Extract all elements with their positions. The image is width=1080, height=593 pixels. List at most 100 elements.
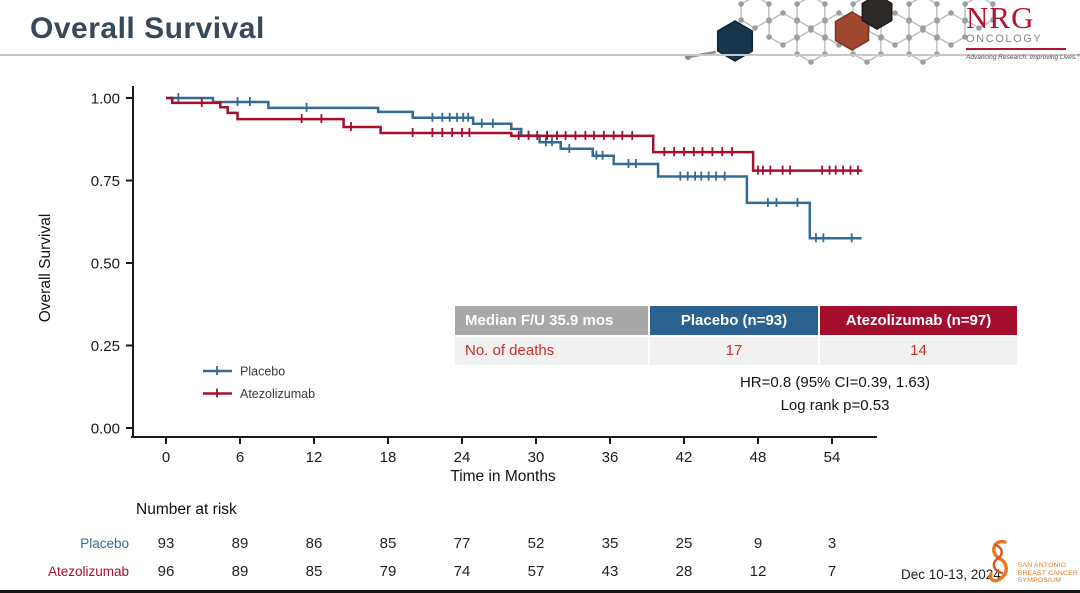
legend-label: Placebo (240, 365, 285, 379)
molecule-node (738, 1, 744, 7)
molecule-node (822, 35, 828, 41)
risk-value: 35 (602, 535, 619, 552)
y-tick-label: 0.00 (91, 421, 120, 438)
molecule-node (892, 10, 898, 16)
x-tick-label: 36 (602, 449, 619, 466)
molecule-node (948, 10, 954, 16)
hexagon-tile-blue (716, 20, 754, 62)
sabcs-line-1: SAN ANTONIO (1017, 562, 1067, 570)
risk-value: 74 (454, 563, 471, 580)
molecule-node (766, 1, 772, 7)
x-tick-label: 42 (676, 449, 693, 466)
molecule-node (780, 42, 786, 48)
y-tick-label: 0.25 (91, 338, 120, 355)
molecule-node (766, 18, 772, 24)
risk-value: 12 (750, 563, 767, 580)
survival-curve-atezolizumab (166, 96, 862, 172)
risk-value: 3 (828, 535, 836, 552)
hexagon-tile-dark (861, 0, 893, 30)
x-tick-label: 24 (454, 449, 471, 466)
molecule-node (962, 1, 968, 7)
stats-table: Median F/U 35.9 mos Placebo (n=93) Atezoli… (455, 306, 1017, 365)
risk-row-label: Atezolizumab (48, 564, 129, 579)
risk-value: 9 (754, 535, 762, 552)
molecule-node (864, 59, 870, 65)
risk-value: 79 (380, 563, 397, 580)
molecule-node (878, 35, 884, 41)
stats-row-label: No. of deaths (455, 337, 648, 365)
molecule-node (738, 17, 744, 23)
molecule-node (962, 34, 968, 40)
risk-value: 77 (454, 535, 471, 552)
y-tick-label: 0.75 (91, 173, 120, 190)
x-tick-label: 48 (750, 449, 767, 466)
molecule-node (906, 17, 912, 23)
molecule-node (752, 25, 758, 31)
molecule-node (850, 1, 856, 7)
logrank-text: Log rank p=0.53 (780, 396, 890, 414)
molecule-node (934, 35, 940, 41)
bottom-border (0, 590, 1080, 593)
risk-value: 7 (828, 563, 836, 580)
molecule-node (808, 27, 814, 33)
risk-value: 57 (528, 563, 545, 580)
risk-table-title: Number at risk (136, 501, 237, 518)
x-tick-label: 0 (162, 449, 170, 466)
x-tick-label: 6 (236, 449, 244, 466)
risk-value: 86 (306, 535, 323, 552)
x-axis-title: Time in Months (450, 468, 556, 485)
hazard-ratio-text: HR=0.8 (95% CI=0.39, 1.63) (739, 374, 931, 391)
y-axis-title: Overall Survival (37, 214, 54, 323)
molecule-node (990, 1, 996, 7)
title-divider (0, 54, 1080, 56)
molecule-node (920, 27, 926, 33)
molecule-node (808, 59, 814, 65)
molecule-node (920, 59, 926, 65)
molecule-node (794, 1, 800, 7)
date-label: Dec 10-13, 2024 (901, 567, 1001, 582)
risk-value: 85 (380, 535, 397, 552)
stats-header-cell: Placebo (n=93) (650, 306, 818, 335)
molecule-node (948, 42, 954, 48)
stats-value-cell: 17 (650, 337, 818, 365)
risk-value: 25 (676, 535, 693, 552)
x-tick-label: 54 (824, 449, 841, 466)
molecule-node (822, 18, 828, 24)
risk-value: 89 (232, 563, 249, 580)
molecule-node (794, 35, 800, 41)
molecule-node (906, 1, 912, 7)
risk-value: 96 (158, 563, 175, 580)
hr-annotation: HR=0.8 (95% CI=0.39, 1.63) Log rank p=0.… (650, 372, 1020, 417)
risk-value: 89 (232, 535, 249, 552)
molecule-node (934, 18, 940, 24)
molecule-node (906, 35, 912, 41)
page-title: Overall Survival (30, 12, 265, 45)
sabcs-logo-text: SAN ANTONIO BREAST CANCER SYMPOSIUM (1018, 562, 1078, 588)
risk-row-label: Placebo (80, 536, 129, 551)
risk-value: 43 (602, 563, 619, 580)
sabcs-logo: SAN ANTONIO BREAST CANCER SYMPOSIUM (984, 538, 1078, 588)
molecule-node (836, 10, 842, 16)
y-tick-label: 1.00 (91, 91, 120, 108)
nrg-logo-tagline: Advancing Research. Improving Lives.™ (966, 54, 1080, 61)
sabcs-line-2: BREAST CANCER (1017, 569, 1078, 577)
stats-header-cell: Median F/U 35.9 mos (455, 306, 648, 335)
nrg-logo-text: NRG (966, 0, 1035, 35)
stats-value-cell: 14 (820, 337, 1017, 365)
molecule-node (990, 17, 996, 23)
risk-value: 28 (676, 563, 693, 580)
sabcs-ribbon-icon (988, 539, 1008, 583)
x-tick-label: 30 (528, 449, 545, 466)
risk-value: 85 (306, 563, 323, 580)
nrg-logo-rule (966, 48, 1066, 50)
sabcs-line-3: SYMPOSIUM (1017, 577, 1062, 585)
risk-value: 52 (528, 535, 545, 552)
molecule-node (766, 34, 772, 40)
molecule-node (962, 17, 968, 23)
molecule-node (976, 25, 982, 31)
molecule-node (794, 17, 800, 23)
x-tick-label: 18 (380, 449, 397, 466)
